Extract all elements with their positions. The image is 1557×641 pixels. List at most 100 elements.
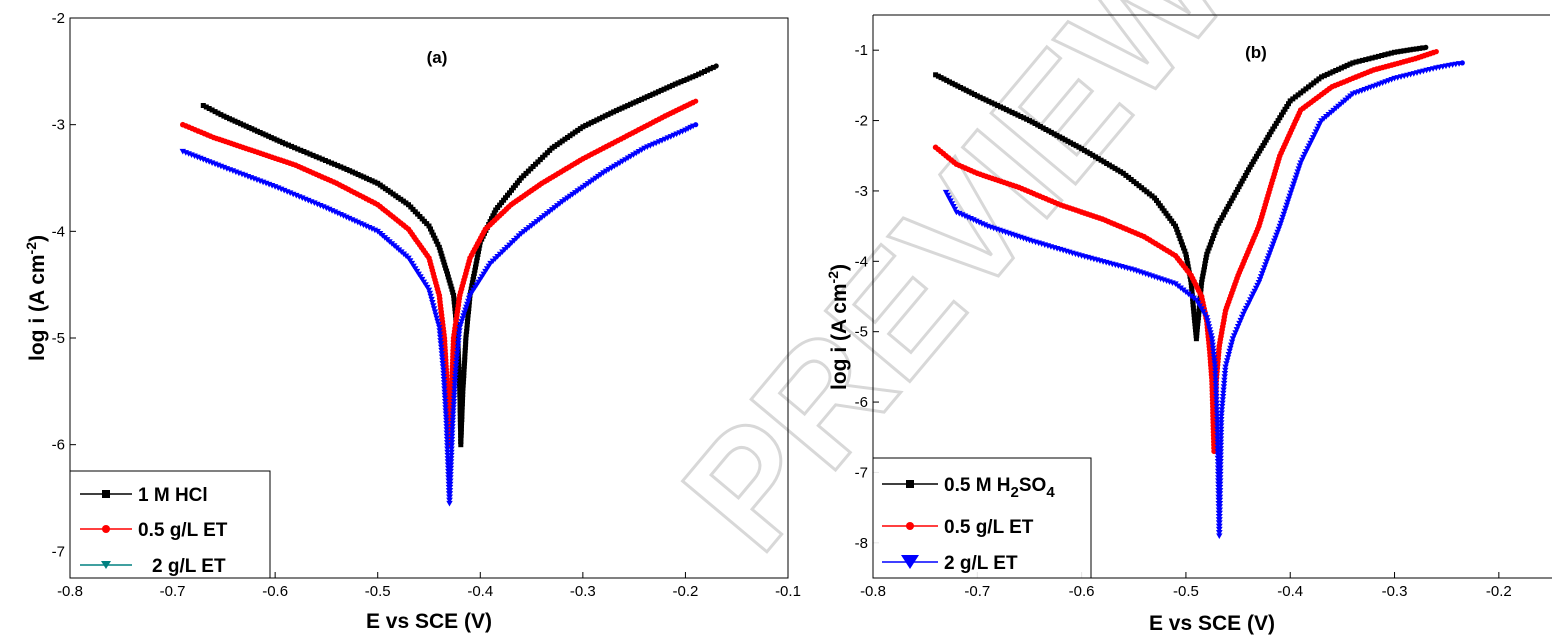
data-point-b-2 (1218, 417, 1225, 423)
data-point-a-0 (352, 170, 358, 176)
data-point-a-0 (491, 210, 497, 216)
data-point-a-0 (403, 200, 409, 206)
data-point-b-0 (1024, 116, 1030, 122)
data-point-a-2 (455, 341, 462, 347)
data-point-a-2 (427, 293, 434, 300)
data-point-b-2 (1204, 318, 1211, 324)
data-point-a-0 (699, 70, 704, 76)
y-tick-label-a: -7 (52, 543, 65, 560)
data-point-b-2 (1218, 426, 1225, 433)
data-point-b-0 (1211, 233, 1217, 238)
data-point-b-2 (1228, 339, 1236, 346)
data-point-a-2 (443, 433, 451, 440)
data-point-a-0 (710, 64, 716, 70)
data-point-b-0 (980, 96, 986, 102)
data-point-a-2 (446, 500, 453, 507)
data-point-a-0 (454, 332, 460, 338)
data-point-a-0 (212, 109, 218, 115)
data-point-a-2 (436, 331, 444, 338)
legend-label-b-0-sub1: 2 (1011, 484, 1019, 501)
legend-label-b-0-sub2: 4 (1046, 484, 1055, 501)
data-point-b-0 (1184, 258, 1190, 263)
y-axis-label-b-close: ) (828, 264, 851, 271)
data-point-a-2 (428, 296, 435, 303)
data-point-b-0 (1182, 248, 1188, 254)
data-point-a-2 (442, 414, 450, 421)
data-point-b-2 (1216, 484, 1224, 491)
data-point-b-2 (1216, 497, 1224, 504)
data-point-b-2 (1216, 488, 1224, 494)
data-point-a-2 (448, 433, 456, 440)
data-point-a-0 (440, 256, 446, 262)
data-point-b-0 (1395, 49, 1401, 55)
x-tick-label-b: -0.8 (860, 583, 886, 600)
data-point-b-0 (1189, 286, 1195, 292)
data-point-b-2 (1217, 452, 1224, 459)
data-point-a-0 (344, 167, 350, 172)
data-point-b-2 (1216, 494, 1224, 501)
data-point-b-2 (1459, 60, 1465, 66)
data-point-a-0 (246, 125, 252, 130)
data-point-b-0 (1282, 106, 1288, 112)
data-point-a-2 (443, 430, 450, 437)
data-point-b-0 (1213, 226, 1219, 232)
data-point-b-0 (1204, 251, 1210, 257)
data-point-b-0 (1203, 258, 1209, 263)
data-point-b-0 (1254, 153, 1259, 159)
data-point-a-0 (457, 385, 463, 391)
data-point-b-0 (949, 80, 955, 86)
data-point-a-0 (458, 429, 464, 435)
data-point-a-2 (444, 446, 451, 453)
data-point-a-0 (435, 241, 441, 247)
y-tick-label-b: -5 (855, 324, 868, 341)
data-point-b-0 (1214, 223, 1220, 229)
data-point-b-0 (1277, 115, 1283, 121)
data-point-b-2 (1227, 345, 1234, 352)
data-point-a-0 (375, 180, 381, 186)
legend-box-a (69, 470, 271, 579)
y-axis-label-b-main: log i (A cm (828, 283, 851, 390)
data-point-b-0 (1266, 132, 1272, 138)
data-point-b-2 (1217, 455, 1224, 462)
data-point-a-0 (430, 232, 436, 238)
data-point-a-0 (456, 379, 462, 385)
data-point-a-0 (459, 420, 465, 426)
data-point-a-0 (203, 104, 209, 110)
data-point-b-2 (1213, 397, 1220, 403)
x-ticks-a: -0.8 -0.7 -0.6 -0.5 -0.4 -0.3 -0.2 -0.1 (57, 572, 801, 600)
data-point-b-0 (1222, 209, 1228, 215)
data-point-b-0 (1379, 53, 1385, 58)
y-tick-label-a: -6 (52, 437, 65, 454)
data-point-b-0 (1073, 143, 1079, 149)
data-point-a-0 (636, 98, 642, 103)
data-point-b-2 (1201, 312, 1209, 318)
y-axis-label-b-sup: -2 (825, 271, 841, 284)
data-point-b-2 (1217, 439, 1225, 446)
data-point-b-2 (1212, 374, 1219, 380)
data-point-a-0 (704, 67, 710, 73)
legend-label-b-1: 0.5 g/L ET (944, 517, 1034, 538)
data-point-b-2 (1211, 364, 1219, 371)
data-point-a-0 (463, 338, 469, 344)
data-point-b-0 (1413, 46, 1419, 52)
data-point-a-0 (458, 432, 464, 438)
data-point-b-0 (1087, 151, 1093, 157)
data-point-a-2 (441, 392, 448, 399)
data-point-a-0 (316, 155, 322, 161)
data-point-a-2 (440, 377, 448, 383)
data-point-a-0 (619, 105, 625, 111)
legend-label-a-1: 0.5 g/L ET (138, 520, 228, 541)
data-point-b-0 (1184, 254, 1189, 260)
data-point-b-0 (933, 72, 939, 78)
data-point-a-0 (398, 196, 404, 202)
data-point-b-2 (1216, 510, 1223, 517)
y-tick-label-b: -2 (855, 113, 868, 130)
data-point-b-0 (1233, 189, 1239, 195)
data-point-b-2 (1198, 306, 1205, 312)
x-tick-label-a: -0.4 (467, 583, 493, 600)
data-point-a-2 (443, 436, 451, 443)
legend-a: 1 M HCl 0.5 g/L ET 2 g/L ET (69, 470, 271, 579)
data-point-a-2 (446, 497, 453, 504)
data-point-b-0 (1081, 147, 1087, 153)
data-point-a-0 (687, 75, 693, 81)
